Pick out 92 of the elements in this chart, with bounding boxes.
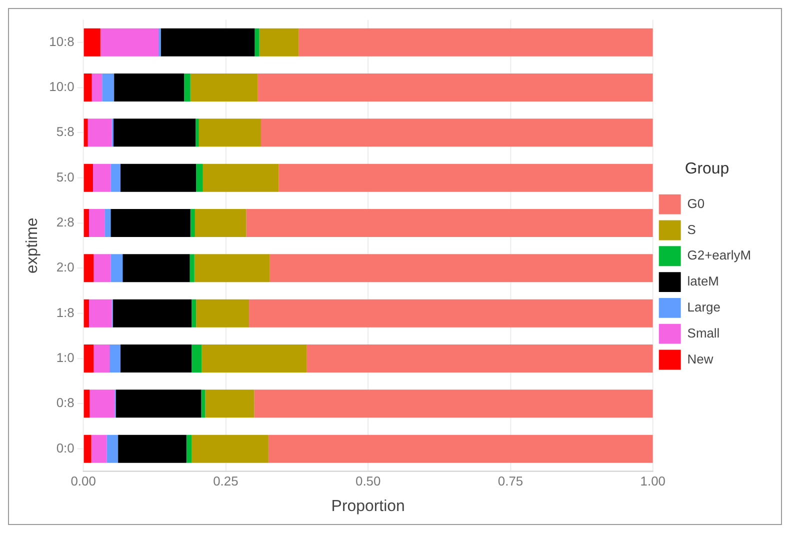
x-tick-label: 0.50 xyxy=(356,474,381,489)
y-tick-label: 1:8 xyxy=(56,304,74,320)
bar xyxy=(196,118,199,147)
legend-title: Group xyxy=(684,160,730,178)
legend-label: G2+earlyM xyxy=(687,248,751,263)
bar xyxy=(110,164,120,192)
y-tick-label: 2:8 xyxy=(56,214,74,230)
bar xyxy=(184,74,190,102)
bar xyxy=(160,28,255,56)
x-tick-label: 0.25 xyxy=(213,474,238,489)
bar xyxy=(94,254,111,282)
bar xyxy=(84,28,100,56)
bar xyxy=(196,164,203,192)
y-axis-title: exptime xyxy=(24,218,41,274)
bar xyxy=(298,28,653,56)
bar xyxy=(192,434,268,463)
x-tick-label: 0.00 xyxy=(70,474,96,489)
bar xyxy=(158,28,161,56)
y-tick-label: 0:0 xyxy=(56,440,74,456)
bar xyxy=(90,390,115,418)
bar xyxy=(84,209,90,237)
bar xyxy=(202,344,307,372)
bar xyxy=(118,434,186,463)
bar xyxy=(259,28,299,56)
bar xyxy=(112,299,192,328)
bar xyxy=(91,434,107,463)
bar xyxy=(84,74,92,102)
x-tick-label: 1.00 xyxy=(640,474,666,489)
bar xyxy=(202,164,279,192)
bar xyxy=(122,254,190,282)
bar xyxy=(190,254,194,282)
bar xyxy=(186,434,192,463)
bar xyxy=(84,344,94,372)
legend-label: Small xyxy=(687,325,720,340)
bar xyxy=(84,299,90,328)
bar xyxy=(192,299,196,328)
bar xyxy=(89,209,105,237)
bar xyxy=(84,164,93,192)
bar xyxy=(106,434,118,463)
bar xyxy=(114,74,184,102)
bar xyxy=(254,390,653,418)
legend-label: New xyxy=(687,351,714,366)
legend-label: Large xyxy=(687,300,720,314)
bar xyxy=(246,209,653,237)
bar xyxy=(102,74,114,102)
bar xyxy=(268,434,653,463)
bar xyxy=(190,209,195,237)
bar xyxy=(120,164,196,192)
bar xyxy=(92,164,111,192)
y-tick-label: 2:0 xyxy=(56,260,74,275)
bar xyxy=(306,344,653,372)
bar xyxy=(194,209,246,237)
x-tick-label: 0.75 xyxy=(498,474,524,489)
bar xyxy=(190,74,258,102)
bar xyxy=(116,390,202,418)
bar xyxy=(198,118,262,147)
bar xyxy=(258,74,653,102)
bar xyxy=(278,164,653,192)
y-tick-label: 5:8 xyxy=(56,124,74,140)
bar xyxy=(113,118,196,147)
bar xyxy=(84,254,94,282)
bar xyxy=(196,299,250,328)
bar xyxy=(194,254,270,282)
legend-label: lateM xyxy=(687,274,719,289)
bar xyxy=(88,118,112,147)
bar xyxy=(254,28,260,56)
bar xyxy=(201,390,206,418)
bar xyxy=(249,299,653,328)
bar xyxy=(84,434,92,463)
bar xyxy=(89,299,112,328)
bar xyxy=(110,254,123,282)
y-tick-label: 1:0 xyxy=(56,350,74,366)
x-axis-title: Proportion xyxy=(331,498,405,515)
bar xyxy=(100,28,158,56)
bar xyxy=(270,254,653,282)
bar xyxy=(110,344,120,372)
bar xyxy=(261,118,653,147)
bar xyxy=(84,390,90,418)
y-tick-label: 10:0 xyxy=(49,79,74,94)
bar xyxy=(92,74,102,102)
bar xyxy=(120,344,192,372)
legend-label: G0 xyxy=(687,196,705,211)
bar xyxy=(84,118,88,147)
bar xyxy=(94,344,110,372)
bar xyxy=(104,209,111,237)
y-tick-label: 10:8 xyxy=(49,34,74,49)
bar xyxy=(110,209,190,237)
legend-label: S xyxy=(687,222,696,237)
bar xyxy=(205,390,254,418)
y-tick-label: 0:8 xyxy=(56,395,74,410)
bar xyxy=(192,344,202,372)
y-tick-label: 5:0 xyxy=(56,169,74,184)
